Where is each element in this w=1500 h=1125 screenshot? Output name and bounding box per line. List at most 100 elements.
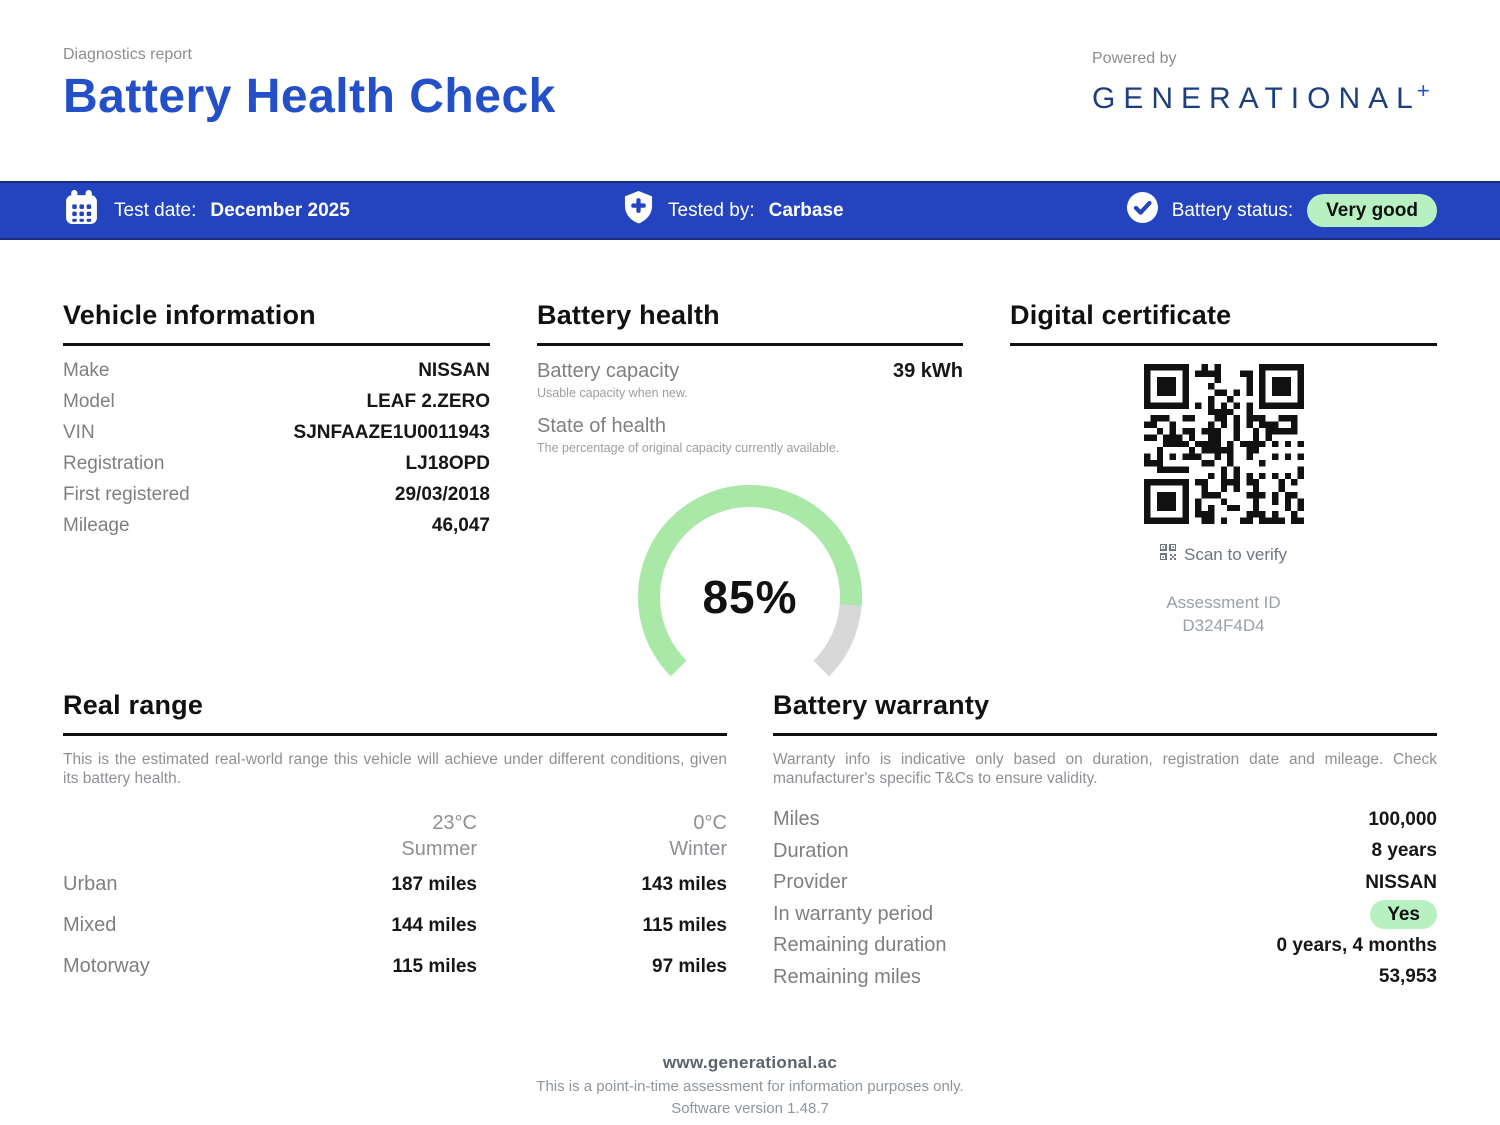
warranty-row-remaining-duration: Remaining duration 0 years, 4 months — [773, 930, 1437, 962]
row-value: NISSAN — [418, 360, 490, 381]
row-label: First registered — [63, 484, 190, 505]
disclaimer-text: This is a point-in-time assessment for i… — [536, 1078, 964, 1095]
scan-to-verify: Scan to verify — [1010, 543, 1437, 565]
generational-logo: GENERATIONAL+ — [1092, 78, 1437, 116]
summer-season: Summer — [401, 838, 477, 860]
winter-season: Winter — [669, 838, 727, 860]
row-value: LJ18OPD — [405, 453, 490, 474]
warranty-row-remaining-miles: Remaining miles 53,953 — [773, 962, 1437, 994]
row-value: NISSAN — [1365, 871, 1437, 893]
soh-gauge: 85% — [638, 485, 862, 709]
warranty-row-miles: Miles 100,000 — [773, 804, 1437, 836]
winter-value: 115 miles — [642, 915, 727, 936]
winter-value: 97 miles — [652, 956, 727, 977]
digital-certificate-heading: Digital certificate — [1010, 300, 1437, 346]
status-bar: Test date: December 2025 Tested by: Carb… — [0, 181, 1500, 240]
title-block: Diagnostics report Battery Health Check — [63, 46, 556, 122]
scan-to-verify-label: Scan to verify — [1184, 544, 1287, 564]
battery-capacity-label: Battery capacity — [537, 360, 680, 382]
in-warranty-badge: Yes — [1370, 899, 1437, 929]
report-header: Diagnostics report Battery Health Check … — [63, 46, 1437, 122]
qr-scan-icon — [1159, 543, 1177, 565]
summer-temp: 23°C — [432, 812, 477, 834]
summer-value: 187 miles — [391, 874, 477, 895]
real-range-section: Real range This is the estimated real-wo… — [63, 690, 727, 987]
soh-gauge-arc — [638, 485, 862, 709]
row-label: Registration — [63, 453, 165, 474]
row-label: Miles — [773, 808, 820, 831]
battery-status-label: Battery status: — [1171, 199, 1294, 221]
tested-by-item: Tested by: Carbase — [623, 183, 844, 238]
battery-warranty-description: Warranty info is indicative only based o… — [773, 751, 1437, 787]
calendar-icon — [63, 189, 100, 232]
battery-capacity-note: Usable capacity when new. — [537, 386, 688, 400]
row-value: 100,000 — [1368, 808, 1437, 830]
winter-temp: 0°C — [693, 812, 727, 834]
summer-value: 144 miles — [391, 915, 477, 936]
test-date-value: December 2025 — [210, 199, 350, 221]
report-kicker: Diagnostics report — [63, 46, 192, 63]
row-value: 8 years — [1371, 840, 1437, 862]
qr-code — [1143, 364, 1304, 524]
brand-wordmark: GENERATIONAL — [1092, 82, 1421, 115]
digital-certificate-section: Digital certificate Scan to verify Asses… — [1010, 300, 1437, 637]
summer-value: 115 miles — [392, 956, 477, 977]
row-label: Remaining duration — [773, 934, 947, 957]
test-date-label: Test date: — [114, 199, 197, 221]
battery-health-heading: Battery health — [537, 300, 963, 346]
vehicle-info-heading: Vehicle information — [63, 300, 490, 346]
battery-status-badge: Very good — [1307, 194, 1437, 227]
real-range-heading: Real range — [63, 690, 727, 736]
battery-status-item: Battery status: Very good — [1126, 183, 1437, 238]
tested-by-value: Carbase — [768, 199, 844, 221]
row-value: LEAF 2.ZERO — [366, 391, 490, 412]
check-circle-icon — [1126, 192, 1158, 229]
battery-health-section: Battery health Battery capacity 39 kWh U… — [537, 300, 963, 709]
battery-warranty-heading: Battery warranty — [773, 690, 1437, 736]
row-label: Duration — [773, 839, 849, 862]
info-row-mileage: Mileage 46,047 — [63, 515, 490, 546]
row-label: Motorway — [63, 955, 150, 977]
warranty-row-provider: Provider NISSAN — [773, 867, 1437, 899]
website-link[interactable]: www.generational.ac — [662, 1053, 838, 1072]
row-value: 29/03/2018 — [394, 484, 490, 505]
battery-capacity-value: 39 kWh — [892, 360, 963, 382]
assessment-id-block: Assessment ID D324F4D4 — [1010, 591, 1437, 637]
row-label: Provider — [773, 871, 848, 894]
row-label: Model — [63, 391, 115, 412]
soh-percentage: 85% — [702, 571, 798, 623]
info-row-model: Model LEAF 2.ZERO — [63, 391, 490, 422]
row-label: In warranty period — [773, 902, 934, 925]
assessment-id-label: Assessment ID — [1166, 593, 1281, 612]
winter-value: 143 miles — [641, 874, 727, 895]
soh-label: State of health — [537, 415, 666, 437]
info-row-make: Make NISSAN — [63, 360, 490, 391]
page-title: Battery Health Check — [63, 70, 556, 123]
warranty-row-duration: Duration 8 years — [773, 836, 1437, 868]
brand-plus-icon: + — [1416, 78, 1430, 103]
row-value: 0 years, 4 months — [1276, 934, 1437, 956]
vehicle-info-section: Vehicle information Make NISSAN Model LEAF… — [63, 300, 490, 546]
tested-by-label: Tested by: — [668, 199, 755, 221]
powered-by-label: Powered by — [1092, 50, 1177, 67]
test-date-item: Test date: December 2025 — [63, 183, 350, 238]
row-label: Urban — [63, 873, 118, 895]
assessment-id-value: D324F4D4 — [1182, 616, 1265, 635]
real-range-table: 23°C Summer 0°C Winter Urban 187 miles 1… — [63, 804, 727, 987]
battery-warranty-section: Battery warranty Warranty info is indica… — [773, 690, 1437, 993]
info-row-first-registered: First registered 29/03/2018 — [63, 484, 490, 515]
row-label: Mixed — [63, 914, 117, 936]
winter-column-header: 0°C Winter — [477, 804, 727, 864]
brand-block: Powered by GENERATIONAL+ — [1092, 46, 1437, 116]
real-range-description: This is the estimated real-world range t… — [63, 751, 727, 787]
row-value: 53,953 — [1378, 966, 1437, 988]
row-label: Remaining miles — [773, 965, 921, 988]
info-row-registration: Registration LJ18OPD — [63, 453, 490, 484]
summer-column-header: 23°C Summer — [297, 804, 477, 864]
shield-plus-icon — [623, 190, 654, 231]
row-label: VIN — [63, 422, 95, 443]
warranty-row-in-period: In warranty period Yes — [773, 899, 1437, 931]
info-row-vin: VIN SJNFAAZE1U0011943 — [63, 422, 490, 453]
row-label: Mileage — [63, 515, 130, 536]
software-version: Software version 1.48.7 — [671, 1100, 829, 1117]
